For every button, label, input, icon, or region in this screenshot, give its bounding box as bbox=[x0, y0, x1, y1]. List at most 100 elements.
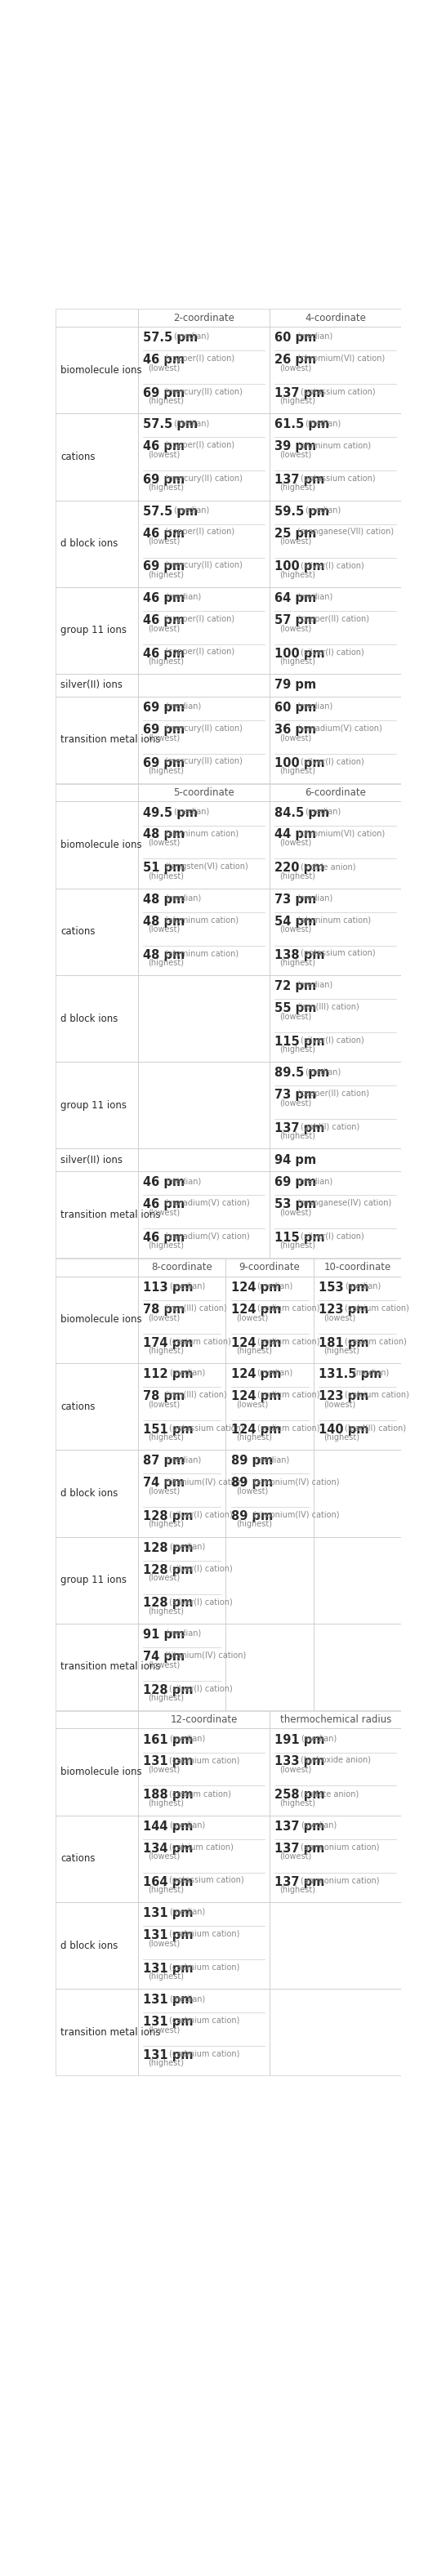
Text: 89 pm: 89 pm bbox=[231, 1476, 273, 1489]
Text: biomolecule ions: biomolecule ions bbox=[61, 1767, 142, 1777]
Text: (highest): (highest) bbox=[324, 1432, 359, 1443]
Text: 78 pm: 78 pm bbox=[143, 1391, 185, 1401]
Bar bbox=[138, 1901, 270, 1989]
Text: 10-coordinate: 10-coordinate bbox=[324, 1262, 391, 1273]
Text: 60 pm: 60 pm bbox=[275, 701, 317, 714]
Text: (median): (median) bbox=[345, 1283, 381, 1291]
Text: (highest): (highest) bbox=[280, 1798, 316, 1808]
Bar bbox=[270, 1710, 401, 1728]
Bar bbox=[138, 1538, 226, 1623]
Text: 153 pm: 153 pm bbox=[319, 1280, 369, 1293]
Text: (gold(I) cation): (gold(I) cation) bbox=[301, 1123, 360, 1131]
Text: (highest): (highest) bbox=[148, 1520, 184, 1528]
Text: 137 pm: 137 pm bbox=[275, 1875, 325, 1888]
Text: 12-coordinate: 12-coordinate bbox=[170, 1716, 238, 1726]
Text: 124 pm: 124 pm bbox=[231, 1303, 281, 1316]
Text: (highest): (highest) bbox=[148, 2058, 184, 2069]
Text: (cadmium cation): (cadmium cation) bbox=[169, 1963, 240, 1971]
Bar bbox=[56, 783, 138, 801]
Text: (mercury(II) cation): (mercury(II) cation) bbox=[165, 389, 243, 397]
Text: (potassium cation): (potassium cation) bbox=[301, 951, 376, 958]
Bar bbox=[56, 309, 138, 327]
Bar bbox=[270, 1989, 401, 2076]
Text: 78 pm: 78 pm bbox=[143, 1303, 185, 1316]
Text: 48 pm: 48 pm bbox=[143, 948, 185, 961]
Text: (highest): (highest) bbox=[280, 1133, 316, 1141]
Text: (median): (median) bbox=[173, 332, 209, 340]
Text: (lowest): (lowest) bbox=[148, 1401, 180, 1409]
Text: (lowest): (lowest) bbox=[280, 925, 312, 933]
Text: 94 pm: 94 pm bbox=[275, 1154, 317, 1167]
Text: (highest): (highest) bbox=[236, 1520, 272, 1528]
Text: (lowest): (lowest) bbox=[148, 1852, 180, 1860]
Bar bbox=[138, 1275, 226, 1363]
Text: (lowest): (lowest) bbox=[280, 1852, 312, 1860]
Bar bbox=[270, 587, 401, 675]
Text: (potassium cation): (potassium cation) bbox=[301, 389, 376, 397]
Bar bbox=[270, 783, 401, 801]
Text: (highest): (highest) bbox=[280, 484, 316, 492]
Text: (lowest): (lowest) bbox=[280, 1208, 312, 1216]
Text: (manganese(IV) cation): (manganese(IV) cation) bbox=[297, 1198, 391, 1208]
Bar bbox=[270, 1061, 401, 1149]
Text: (highest): (highest) bbox=[148, 1798, 184, 1808]
Text: 138 pm: 138 pm bbox=[275, 948, 325, 961]
Text: 124 pm: 124 pm bbox=[231, 1425, 281, 1435]
Text: (highest): (highest) bbox=[148, 768, 184, 775]
Text: 72 pm: 72 pm bbox=[275, 979, 317, 992]
Text: 73 pm: 73 pm bbox=[275, 1090, 317, 1100]
Text: (hydroxide anion): (hydroxide anion) bbox=[301, 1757, 371, 1765]
Text: (manganese(VII) cation): (manganese(VII) cation) bbox=[297, 528, 393, 536]
Text: (highest): (highest) bbox=[148, 1607, 184, 1615]
Text: (lowest): (lowest) bbox=[280, 840, 312, 848]
Bar bbox=[138, 327, 270, 415]
Bar bbox=[270, 1901, 401, 1989]
Text: (highest): (highest) bbox=[280, 1886, 316, 1893]
Text: (copper(II) cation): (copper(II) cation) bbox=[297, 1090, 369, 1097]
Text: biomolecule ions: biomolecule ions bbox=[61, 1314, 142, 1324]
Bar bbox=[56, 1260, 138, 1275]
Text: (iodide anion): (iodide anion) bbox=[301, 863, 356, 871]
Text: group 11 ions: group 11 ions bbox=[61, 1574, 127, 1584]
Text: (iron(III) cation): (iron(III) cation) bbox=[165, 1391, 227, 1399]
Text: (iron(III) cation): (iron(III) cation) bbox=[297, 1002, 359, 1010]
Bar bbox=[56, 1149, 138, 1172]
Text: (highest): (highest) bbox=[148, 397, 184, 404]
Text: 181 pm: 181 pm bbox=[319, 1337, 369, 1350]
Bar bbox=[270, 889, 401, 976]
Bar bbox=[270, 500, 401, 587]
Text: (mercury(II) cation): (mercury(II) cation) bbox=[165, 474, 243, 482]
Text: 124 pm: 124 pm bbox=[231, 1337, 281, 1350]
Text: thermochemical radius: thermochemical radius bbox=[280, 1716, 391, 1726]
Text: biomolecule ions: biomolecule ions bbox=[61, 366, 142, 376]
Text: (potassium cation): (potassium cation) bbox=[169, 1425, 244, 1432]
Text: 128 pm: 128 pm bbox=[143, 1543, 193, 1553]
Text: (highest): (highest) bbox=[148, 958, 184, 966]
Text: 89.5 pm: 89.5 pm bbox=[275, 1066, 330, 1079]
Text: (lowest): (lowest) bbox=[236, 1486, 268, 1494]
Bar bbox=[56, 327, 138, 415]
Text: (chromium(VI) cation): (chromium(VI) cation) bbox=[297, 829, 384, 837]
Text: (highest): (highest) bbox=[280, 397, 316, 404]
Bar bbox=[56, 696, 138, 783]
Text: (mercury(II) cation): (mercury(II) cation) bbox=[165, 724, 243, 732]
Text: (sodium cation): (sodium cation) bbox=[257, 1425, 319, 1432]
Text: silver(II) ions: silver(II) ions bbox=[61, 680, 123, 690]
Bar bbox=[314, 1363, 401, 1450]
Text: (aluminum cation): (aluminum cation) bbox=[165, 951, 239, 958]
Text: (highest): (highest) bbox=[280, 1046, 316, 1054]
Text: (highest): (highest) bbox=[148, 1973, 184, 1981]
Bar bbox=[138, 415, 270, 500]
Text: 5-coordinate: 5-coordinate bbox=[173, 788, 235, 799]
Text: (lowest): (lowest) bbox=[148, 1208, 180, 1216]
Text: (highest): (highest) bbox=[280, 958, 316, 966]
Text: (lead(II) cation): (lead(II) cation) bbox=[345, 1425, 406, 1432]
Text: (lowest): (lowest) bbox=[280, 538, 312, 546]
Text: 112 pm: 112 pm bbox=[143, 1368, 193, 1381]
Text: 128 pm: 128 pm bbox=[143, 1685, 193, 1695]
Text: (highest): (highest) bbox=[236, 1347, 272, 1355]
Bar bbox=[56, 801, 138, 889]
Text: (lowest): (lowest) bbox=[148, 1486, 180, 1494]
Bar bbox=[226, 1450, 314, 1538]
Text: (silver(I) cation): (silver(I) cation) bbox=[301, 562, 364, 569]
